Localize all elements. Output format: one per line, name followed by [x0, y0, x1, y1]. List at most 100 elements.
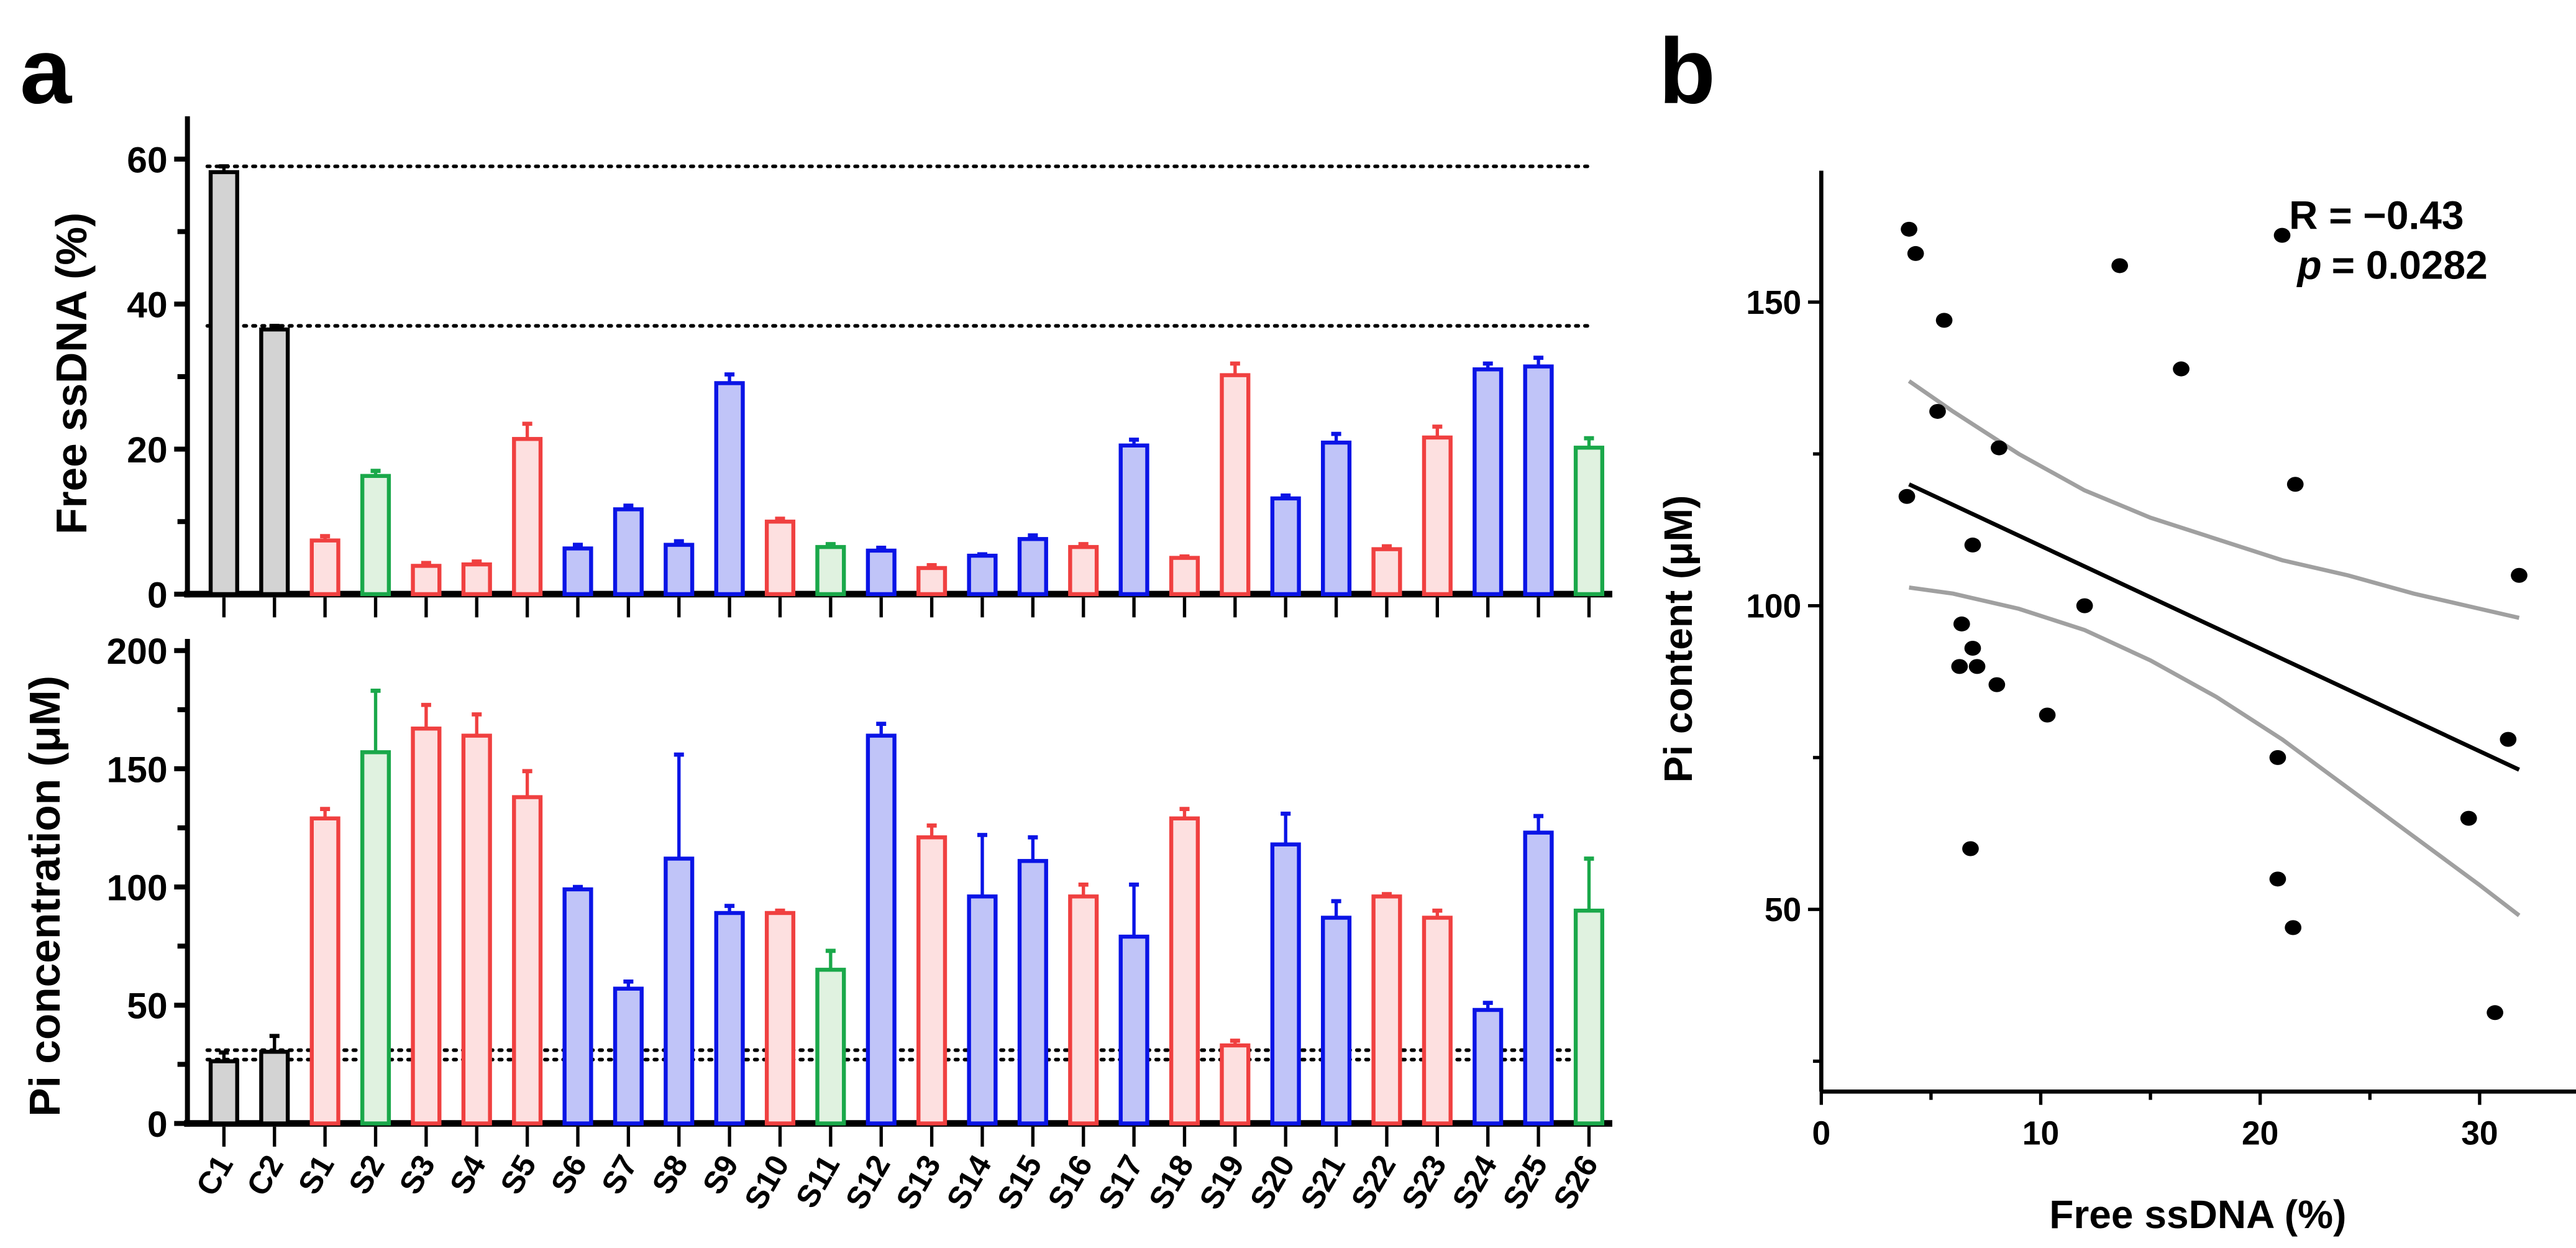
- pi-y-tick-label: 100: [107, 868, 168, 909]
- scatter-point: [2500, 732, 2517, 747]
- pi-bar-s11: [815, 968, 846, 1126]
- pi-bar-s24: [1473, 1007, 1504, 1126]
- scatter-point: [1962, 841, 1979, 856]
- pi-bar-s1: [309, 816, 340, 1126]
- ssdna-y-tick-label: 60: [127, 140, 167, 180]
- scatter-point: [1991, 440, 2007, 456]
- category-label: S19: [1192, 1149, 1251, 1216]
- ssdna-y-tick-label: 20: [127, 430, 167, 470]
- ssdna-bar-s9: [714, 381, 745, 597]
- pi-bar-s15: [1017, 859, 1048, 1126]
- ssdna-bar-s4: [461, 562, 492, 597]
- scatter-point: [1901, 221, 1917, 237]
- pi-bar-s26: [1573, 908, 1604, 1126]
- pi-y-tick-label: 200: [107, 631, 168, 672]
- scatter-y-tick-label: 100: [1746, 588, 1801, 625]
- scatter-point: [2269, 871, 2286, 887]
- ssdna-bar-s6: [562, 546, 593, 597]
- scatter-point: [1935, 313, 1953, 328]
- category-label: S10: [738, 1149, 796, 1216]
- scatter-point: [1953, 616, 1970, 631]
- scatter-x-axis-label: Free ssDNA (%): [2049, 1192, 2346, 1237]
- category-label: S24: [1445, 1149, 1504, 1216]
- scatter-point: [1951, 659, 1968, 674]
- pi-bar-s20: [1270, 842, 1301, 1126]
- top-y-axis-label: Free ssDNA (%): [47, 213, 96, 535]
- category-label: S21: [1294, 1149, 1352, 1216]
- ssdna-bar-s5: [512, 437, 543, 597]
- ssdna-bar-s18: [1169, 556, 1200, 597]
- category-label: C1: [189, 1149, 240, 1202]
- scatter-y-tick-label: 150: [1746, 285, 1801, 321]
- pi-bar-s3: [411, 727, 442, 1126]
- ci-lower-curve: [1909, 585, 2521, 917]
- ci-upper-curve: [1907, 379, 2520, 620]
- category-label: S4: [442, 1149, 492, 1200]
- p-annotation: p = 0.0282: [2296, 243, 2487, 288]
- panel-label-b: b: [1659, 19, 1715, 123]
- scatter-point: [2076, 598, 2093, 613]
- scatter-point: [2286, 477, 2304, 492]
- pi-bar-s23: [1422, 915, 1453, 1126]
- pi-bar-s21: [1321, 915, 1352, 1126]
- ssdna-y-tick-label: 0: [147, 575, 168, 615]
- scatter-point: [1898, 489, 1916, 504]
- category-label: S16: [1041, 1149, 1099, 1216]
- category-label: S13: [889, 1149, 948, 1216]
- scatter-point: [2269, 750, 2286, 765]
- ssdna-bar-s25: [1523, 364, 1554, 597]
- category-label: C2: [240, 1149, 291, 1202]
- category-label: S18: [1142, 1149, 1200, 1216]
- pi-y-tick-label: 50: [127, 986, 167, 1027]
- scatter-x-tick-label: 30: [2461, 1116, 2498, 1152]
- regression-line: [1908, 482, 2520, 772]
- pi-bar-s12: [866, 733, 897, 1126]
- scatter-point: [2460, 810, 2477, 826]
- category-label: S14: [939, 1149, 998, 1216]
- p-value: = 0.0282: [2332, 243, 2488, 288]
- ssdna-bar-s24: [1473, 367, 1504, 597]
- bottom-y-axis-label: Pi concentration (μM): [21, 676, 69, 1117]
- scatter-point: [2173, 361, 2190, 377]
- ssdna-bar-s12: [866, 548, 897, 597]
- correlation-scatter-plot: Free ssDNA (%) Pi content (μM) R = −0.43…: [1656, 170, 2576, 1237]
- pi-bar-s9: [714, 911, 745, 1126]
- p-symbol: p: [2296, 243, 2321, 288]
- pi-bar-s22: [1371, 894, 1402, 1126]
- scatter-point: [1988, 677, 2006, 692]
- ssdna-bar-s3: [411, 564, 442, 597]
- scatter-point: [2039, 707, 2056, 723]
- scatter-point: [1907, 245, 1924, 261]
- ssdna-bar-s13: [916, 566, 948, 597]
- pi-bar-s4: [461, 733, 492, 1126]
- pi-bar-s14: [967, 894, 998, 1126]
- free-ssdna-bar-chart: Free ssDNA (%) 0 20 40 60: [47, 116, 1612, 618]
- ssdna-bar-s21: [1321, 440, 1352, 597]
- category-label: S7: [595, 1149, 644, 1200]
- category-label: S6: [544, 1149, 593, 1200]
- ssdna-bar-s17: [1118, 443, 1149, 597]
- scatter-y-tick-label: 50: [1765, 892, 1801, 929]
- category-label: S25: [1496, 1149, 1554, 1216]
- pi-bar-c2: [259, 1050, 290, 1126]
- r-annotation: R = −0.43: [2289, 193, 2464, 238]
- category-label: S9: [695, 1149, 745, 1200]
- scatter-x-tick-label: 0: [1812, 1116, 1830, 1152]
- category-label: S15: [990, 1149, 1048, 1216]
- category-label: S11: [788, 1149, 846, 1214]
- scatter-point: [1964, 537, 1981, 553]
- ssdna-bar-s23: [1422, 435, 1453, 597]
- category-label: S1: [291, 1149, 340, 1200]
- ssdna-bar-s19: [1220, 373, 1251, 597]
- pi-bar-s7: [613, 986, 644, 1126]
- scatter-point: [1929, 403, 1946, 419]
- pi-bar-s17: [1118, 934, 1149, 1126]
- ssdna-bar-s2: [360, 474, 391, 597]
- category-label: S26: [1546, 1149, 1604, 1216]
- category-label: S2: [342, 1149, 391, 1200]
- ssdna-bar-s22: [1371, 547, 1402, 597]
- pi-bar-s2: [360, 750, 391, 1126]
- category-label: S20: [1243, 1149, 1301, 1216]
- pi-bar-s13: [916, 835, 948, 1126]
